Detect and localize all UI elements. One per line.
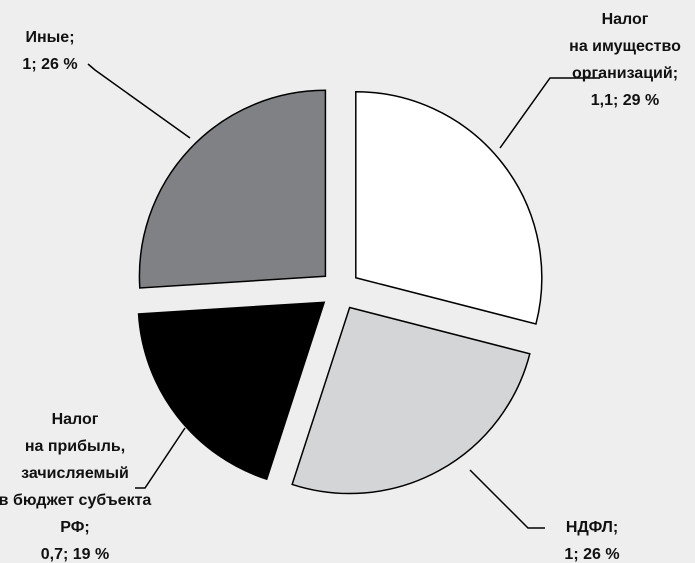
slice-label: Налог [52, 411, 99, 428]
slice-value-label: 1,1; 29 % [591, 92, 659, 109]
slice-label: на имущество [569, 38, 681, 55]
pie-slice [138, 89, 327, 289]
pie-slice [355, 90, 543, 325]
leader-line [499, 77, 600, 149]
pie-slice [291, 306, 531, 495]
slice-label: зачисляемый [21, 465, 129, 482]
slice-label: РФ; [60, 519, 89, 536]
slice-value-label: 1; 26 % [22, 56, 77, 73]
slice-label: НДФЛ; [566, 519, 618, 536]
slice-label: на прибыль, [25, 438, 125, 455]
slice-label: в бюджет субъекта [0, 492, 151, 509]
leader-line [469, 469, 545, 529]
leader-line [87, 63, 191, 139]
slice-label: Иные; [25, 29, 74, 46]
slice-value-label: 0,7; 19 % [41, 546, 109, 563]
slice-label: организаций; [572, 65, 678, 82]
slice-value-label: 1; 26 % [564, 546, 619, 563]
leader-line [135, 427, 186, 489]
pie-slice [137, 301, 326, 481]
slice-label: Налог [602, 11, 649, 28]
